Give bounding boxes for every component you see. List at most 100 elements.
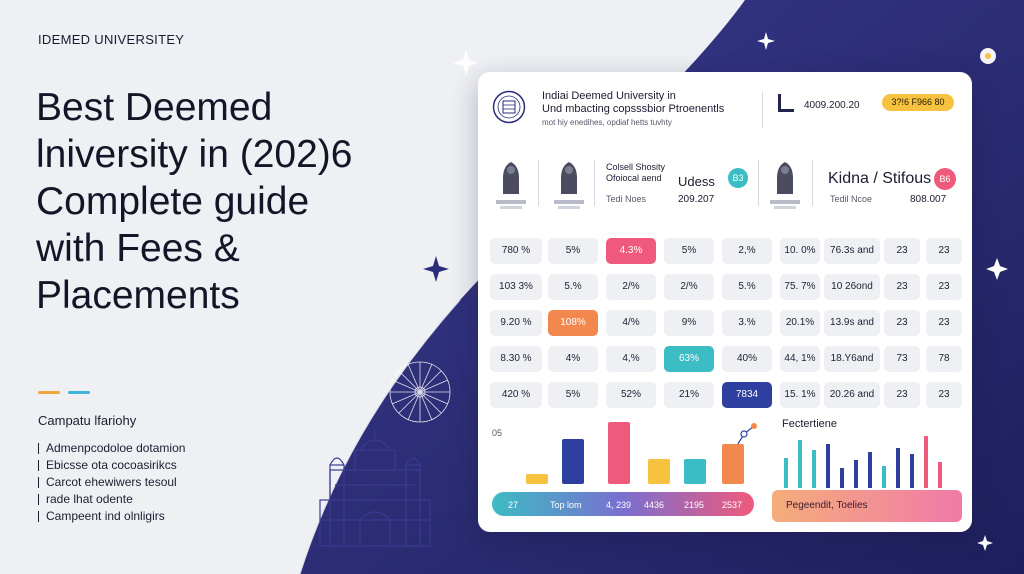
bar [882,466,886,488]
institution-value: 808.007 [910,194,947,205]
chart-title: Fectertiene [782,418,838,430]
university-building-icon [319,430,431,547]
table-cell: 21% [664,382,714,408]
table-cell: 2/% [664,274,714,300]
table-cell: 5% [548,238,598,264]
institution-caption: Tedi Noes [606,194,647,204]
sparkle-icon [423,32,1008,551]
table-cell: 73 [884,346,920,372]
table-row: 103 3% 5.% 2/% 2/% 5.% 75. 7% 10 26ond 23 23 [490,274,962,300]
divider [538,160,539,206]
x-tick-label: 2195 [684,500,704,510]
divider [812,160,813,206]
fees-bar-chart [784,436,942,488]
table-cell: 40% [722,346,772,372]
list-item: Ebicsse ota cocoasirikcs [38,457,185,474]
institution-row: Colsell Shosity Ofoiocal aend Udess B3 T… [478,152,972,209]
table-cell: 75. 7% [780,274,820,300]
table-row: 9.20 % 108% 4/% 9% 3.% 20.1% 13.9s and 23 23 [490,310,962,336]
table-cell: 13.9s and [824,310,880,336]
table-cell: 4,% [606,346,656,372]
institution-name: Udess [678,174,715,189]
table-cell: 9% [664,310,714,336]
header-subtitle: Und mbacting copsssbior Ptroenentls [542,103,725,115]
table-cell: 76.3s and [824,238,880,264]
table-cell: 10 26ond [824,274,880,300]
institution-badge: B3 [728,168,748,188]
table-cell: 15. 1% [780,382,820,408]
chart-footer-label: Pegeendit, Toelies [786,500,868,511]
table-cell: 23 [884,274,920,300]
list-item: Admenpcodoloe dotamion [38,440,185,457]
table-cell: 2/% [606,274,656,300]
fee-badge: 3?!6 F966 80 [882,94,954,111]
y-tick-label: 05 [492,428,502,438]
bar [562,439,584,484]
trend-point [740,430,748,438]
table-row: 8.30 % 4% 4,% 63% 40% 44, 1% 18.Y6and 73 78 [490,346,962,372]
card-header: Indiai Deemed University in Und mbacting… [478,72,972,138]
x-tick-label: 2537 [722,500,742,510]
table-cell: 4/% [606,310,656,336]
table-cell: 4% [548,346,598,372]
divider [594,160,595,206]
logo-icon [778,94,794,112]
bar [826,444,830,488]
bar [924,436,928,488]
placement-bar-chart: 05 27 Top lom 4, 239 4436 2195 2537 [492,422,757,516]
table-cell: 7834 [722,382,772,408]
table-cell: 420 % [490,382,542,408]
national-emblem-icon [554,158,584,209]
accent-divider [38,391,92,394]
comparison-table: 780 % 5% 4.3% 5% 2,% 10. 0% 76.3s and 23 23 103 3… [490,238,962,418]
table-cell: 5.% [548,274,598,300]
headline-line: with Fees & [36,227,240,270]
table-cell: 23 [926,238,962,264]
bar [896,448,900,488]
table-cell: 63% [664,346,714,372]
x-tick-label: Top lom [550,500,582,510]
trend-point [751,423,757,429]
institution-badge: B6 [934,168,956,190]
bar [812,450,816,488]
institution-description: Colsell Shosity Ofoiocal aend [606,162,666,183]
bar [648,459,670,484]
table-cell: 4.3% [606,238,656,264]
table-cell: 5.% [722,274,772,300]
bar [798,440,802,488]
table-cell: 78 [926,346,962,372]
header-code: 4009.200.20 [804,100,860,111]
table-cell: 23 [884,238,920,264]
table-cell: 18.Y6and [824,346,880,372]
table-cell: 5% [664,238,714,264]
bar [526,474,548,484]
institution-value: 209.207 [678,194,715,205]
table-cell: 20.26 and [824,382,880,408]
page-title: Best Deemed lniversity in (202)6 Complet… [36,84,436,319]
table-cell: 23 [926,274,962,300]
section-title: Campatu lfariohy [38,413,137,428]
bar [608,422,630,484]
divider [758,160,759,206]
table-cell: 3.% [722,310,772,336]
table-cell: 8.30 % [490,346,542,372]
brand-name: IDEMED UNIVERSITEY [38,32,185,47]
table-cell: 5% [548,382,598,408]
list-item: rade lhat odente [38,491,185,508]
bar [910,454,914,488]
bar [868,452,872,488]
list-item: Carcot ehewiwers tesoul [38,474,185,491]
bullet-list: Admenpcodoloe dotamion Ebicsse ota cocoa… [38,440,185,525]
headline-line: Placements [36,274,240,317]
table-cell: 9.20 % [490,310,542,336]
list-item: Campeent ind olnligirs [38,508,185,525]
bar [784,458,788,488]
bar [840,468,844,488]
table-cell: 2,% [722,238,772,264]
institution-name: Kidna / Stifous [828,170,932,187]
national-emblem-icon [770,158,800,209]
table-cell: 23 [884,382,920,408]
university-comparison-card: Indiai Deemed University in Und mbacting… [478,72,972,532]
x-tick-label: 4, 239 [606,500,631,510]
chart-footer: Pegeendit, Toelies [772,490,962,522]
